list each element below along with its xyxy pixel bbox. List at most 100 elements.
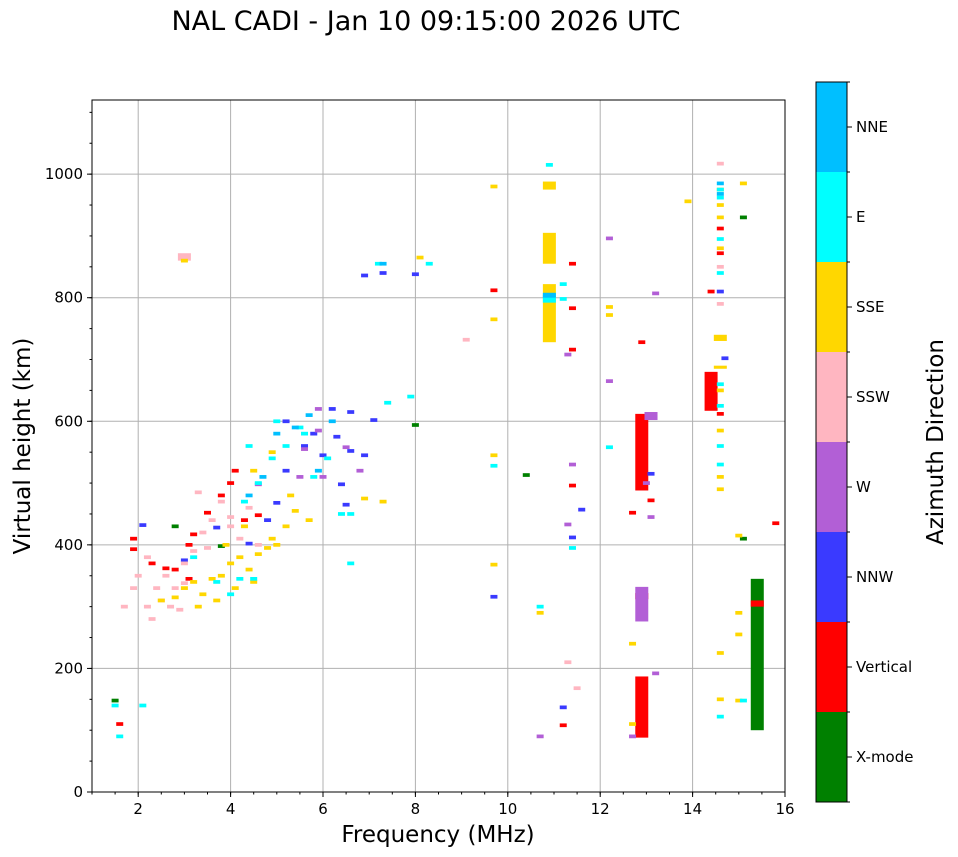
data-point-x-mode	[739, 215, 747, 220]
data-point-vertical	[716, 412, 724, 416]
data-point-vertical	[490, 288, 498, 293]
colorbar-segment	[816, 352, 847, 442]
data-point-e	[190, 555, 198, 560]
data-point-sse	[217, 573, 225, 578]
data-point-sse	[735, 632, 743, 637]
data-point-w	[296, 475, 304, 479]
data-point-vertical	[171, 567, 179, 572]
data-point-ssw	[254, 543, 262, 547]
data-point-ssw	[217, 499, 225, 504]
data-point-ssw	[176, 607, 184, 612]
data-point-vertical	[716, 226, 724, 231]
colorbar-tick-label: W	[856, 478, 871, 496]
data-point-sse	[605, 313, 613, 317]
data-point-nnw	[716, 289, 724, 294]
y-tick-label: 1000	[45, 165, 83, 183]
data-point-sse	[716, 215, 724, 220]
data-point-vertical	[185, 576, 193, 581]
data-point-w	[644, 412, 658, 421]
data-point-sse	[254, 552, 262, 556]
data-point-nnw	[559, 705, 567, 710]
data-point-e	[559, 282, 567, 286]
data-point-e	[716, 444, 724, 448]
data-point-vertical	[130, 547, 138, 552]
data-point-sse	[231, 586, 239, 590]
data-point-e	[374, 261, 382, 266]
data-point-e	[425, 261, 433, 266]
data-point-vertical	[559, 723, 567, 728]
data-point-w	[652, 671, 660, 676]
y-tick-label: 800	[54, 289, 83, 307]
data-point-ssw	[227, 524, 235, 529]
data-point-ssw	[130, 586, 138, 590]
data-point-ssw	[716, 302, 724, 306]
data-point-vertical	[185, 543, 193, 547]
data-point-ssw	[153, 586, 161, 590]
colorbar-frame	[815, 81, 848, 803]
data-point-vertical	[190, 532, 198, 537]
data-point-sse	[268, 536, 276, 541]
data-point-sse	[250, 580, 258, 584]
data-point-sse	[735, 698, 743, 703]
data-point-e	[139, 703, 147, 708]
data-point-sse	[208, 576, 216, 581]
data-point-ssw	[134, 573, 142, 578]
data-point-sse	[684, 199, 692, 204]
x-tick-label: 6	[318, 800, 328, 818]
data-point-x-mode	[411, 423, 419, 427]
data-point-sse	[273, 543, 281, 547]
data-point-vertical	[647, 498, 655, 503]
data-point-sse	[629, 722, 637, 726]
data-point-nne	[328, 419, 336, 424]
data-point-nnw	[578, 507, 586, 512]
data-point-w	[314, 407, 322, 411]
data-point-nne	[305, 413, 313, 417]
colorbar-tick-label: SSE	[856, 298, 885, 316]
data-point-vertical	[716, 251, 724, 256]
data-point-e	[716, 187, 724, 192]
x-tick-label: 14	[683, 800, 702, 818]
y-tick-label: 0	[73, 783, 83, 801]
data-point-e	[240, 499, 248, 504]
data-point-nne	[542, 292, 556, 298]
colorbar: X-mode Vertical NNW W SSW SSE E NNE	[815, 81, 913, 803]
data-point-e	[542, 294, 556, 303]
data-point-w	[536, 734, 544, 739]
data-point-vertical	[231, 468, 239, 473]
data-point-nne	[314, 468, 322, 473]
data-point-ssw	[227, 515, 235, 519]
x-tick-label: 4	[226, 800, 236, 818]
x-tick-label: 12	[591, 800, 610, 818]
data-point-ssw	[143, 604, 151, 609]
data-point-vertical	[635, 413, 649, 491]
data-point-sse	[716, 203, 724, 207]
data-point-sse	[735, 533, 743, 538]
data-point-e	[347, 512, 355, 516]
data-point-sse	[190, 580, 198, 584]
data-point-sse	[194, 604, 202, 609]
data-point-sse	[291, 509, 299, 513]
colorbar-segment	[816, 712, 847, 802]
data-point-nne	[245, 493, 253, 498]
data-point-ssw	[573, 686, 581, 691]
data-point-nnw	[273, 500, 281, 505]
colorbar-segment	[816, 172, 847, 262]
data-point-sse	[199, 592, 207, 597]
data-point-e	[536, 604, 544, 609]
x-tick-label: 8	[411, 800, 421, 818]
data-point-sse	[716, 428, 724, 433]
data-point-w	[605, 236, 613, 241]
colorbar-tick-label: NNW	[856, 568, 893, 586]
data-point-e	[716, 462, 724, 467]
data-point-ssw	[199, 530, 207, 535]
data-point-ssw	[167, 604, 175, 609]
data-point-vertical	[116, 722, 124, 726]
data-point-vertical	[704, 371, 718, 411]
data-point-nnw	[347, 449, 355, 453]
data-point-ssw	[208, 518, 216, 522]
data-point-e	[347, 561, 355, 566]
data-point-nnw	[213, 525, 221, 530]
data-point-nnw	[347, 410, 355, 414]
data-point-sse	[264, 546, 272, 550]
colorbar-tick-label: SSW	[856, 388, 890, 406]
